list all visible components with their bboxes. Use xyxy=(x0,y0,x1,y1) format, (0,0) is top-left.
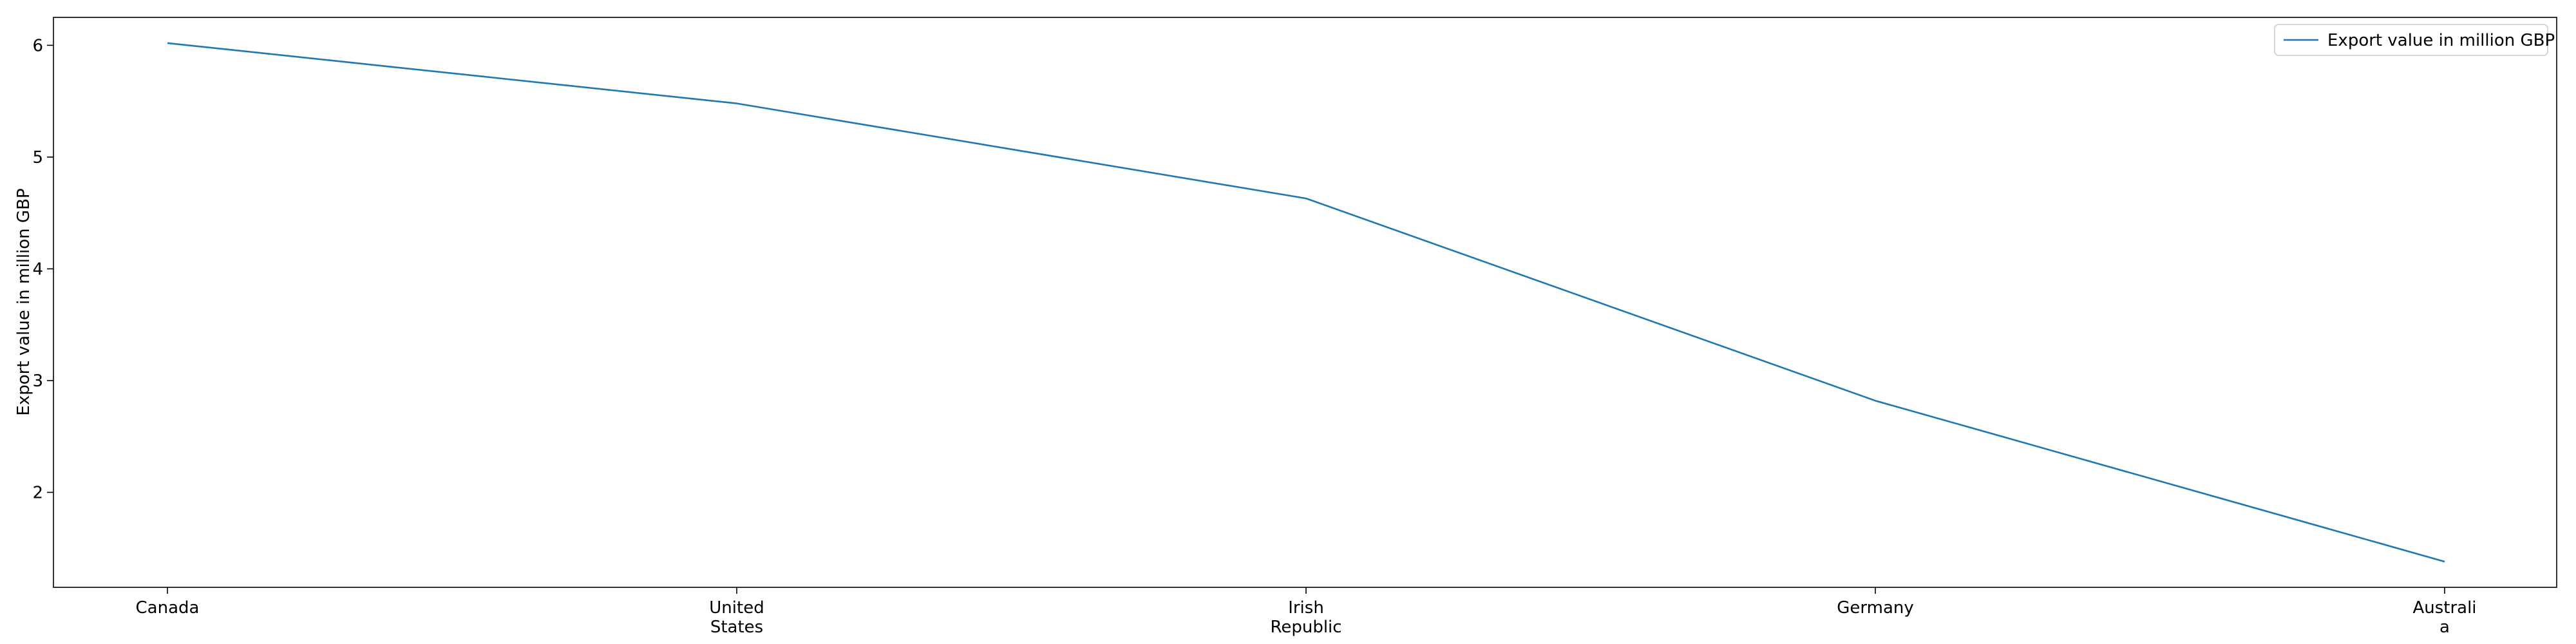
y-tick-label: 3 xyxy=(32,372,43,391)
legend: Export value in million GBP xyxy=(2274,24,2555,56)
x-tick-label-line: United xyxy=(709,598,764,618)
y-axis: 2 3 4 5 6 xyxy=(32,36,53,503)
x-axis: Canada United States Irish Republic Germany Au… xyxy=(136,587,2477,637)
x-tick-label-line: Republic xyxy=(1270,618,1341,637)
y-tick-label: 4 xyxy=(32,260,43,279)
y-tick-label: 2 xyxy=(32,484,43,503)
plot-frame xyxy=(53,17,2557,588)
y-axis-label: Export value in million GBP xyxy=(14,188,33,415)
x-tick-label: Irish Republic xyxy=(1270,598,1341,637)
x-tick-label-line: States xyxy=(710,618,763,637)
x-tick-label: Australi a xyxy=(2412,598,2476,637)
plot-background xyxy=(53,17,2557,587)
x-tick-label-line: Irish xyxy=(1288,598,1324,618)
y-tick-label: 6 xyxy=(32,36,43,55)
x-tick-label-line: Australi xyxy=(2412,598,2476,618)
legend-box xyxy=(2274,24,2548,56)
x-tick-label: Canada xyxy=(136,598,200,618)
y-tick-label: 5 xyxy=(32,148,43,167)
x-tick-label-line: Germany xyxy=(1837,598,1914,618)
x-tick-label-line: Canada xyxy=(136,598,200,618)
series-layer xyxy=(167,42,2445,563)
x-tick-label: United States xyxy=(709,598,764,637)
series-line xyxy=(167,42,2445,563)
legend-label: Export value in million GBP xyxy=(2327,31,2555,50)
x-tick-label-line: a xyxy=(2439,618,2450,637)
x-tick-label: Germany xyxy=(1837,598,1914,618)
